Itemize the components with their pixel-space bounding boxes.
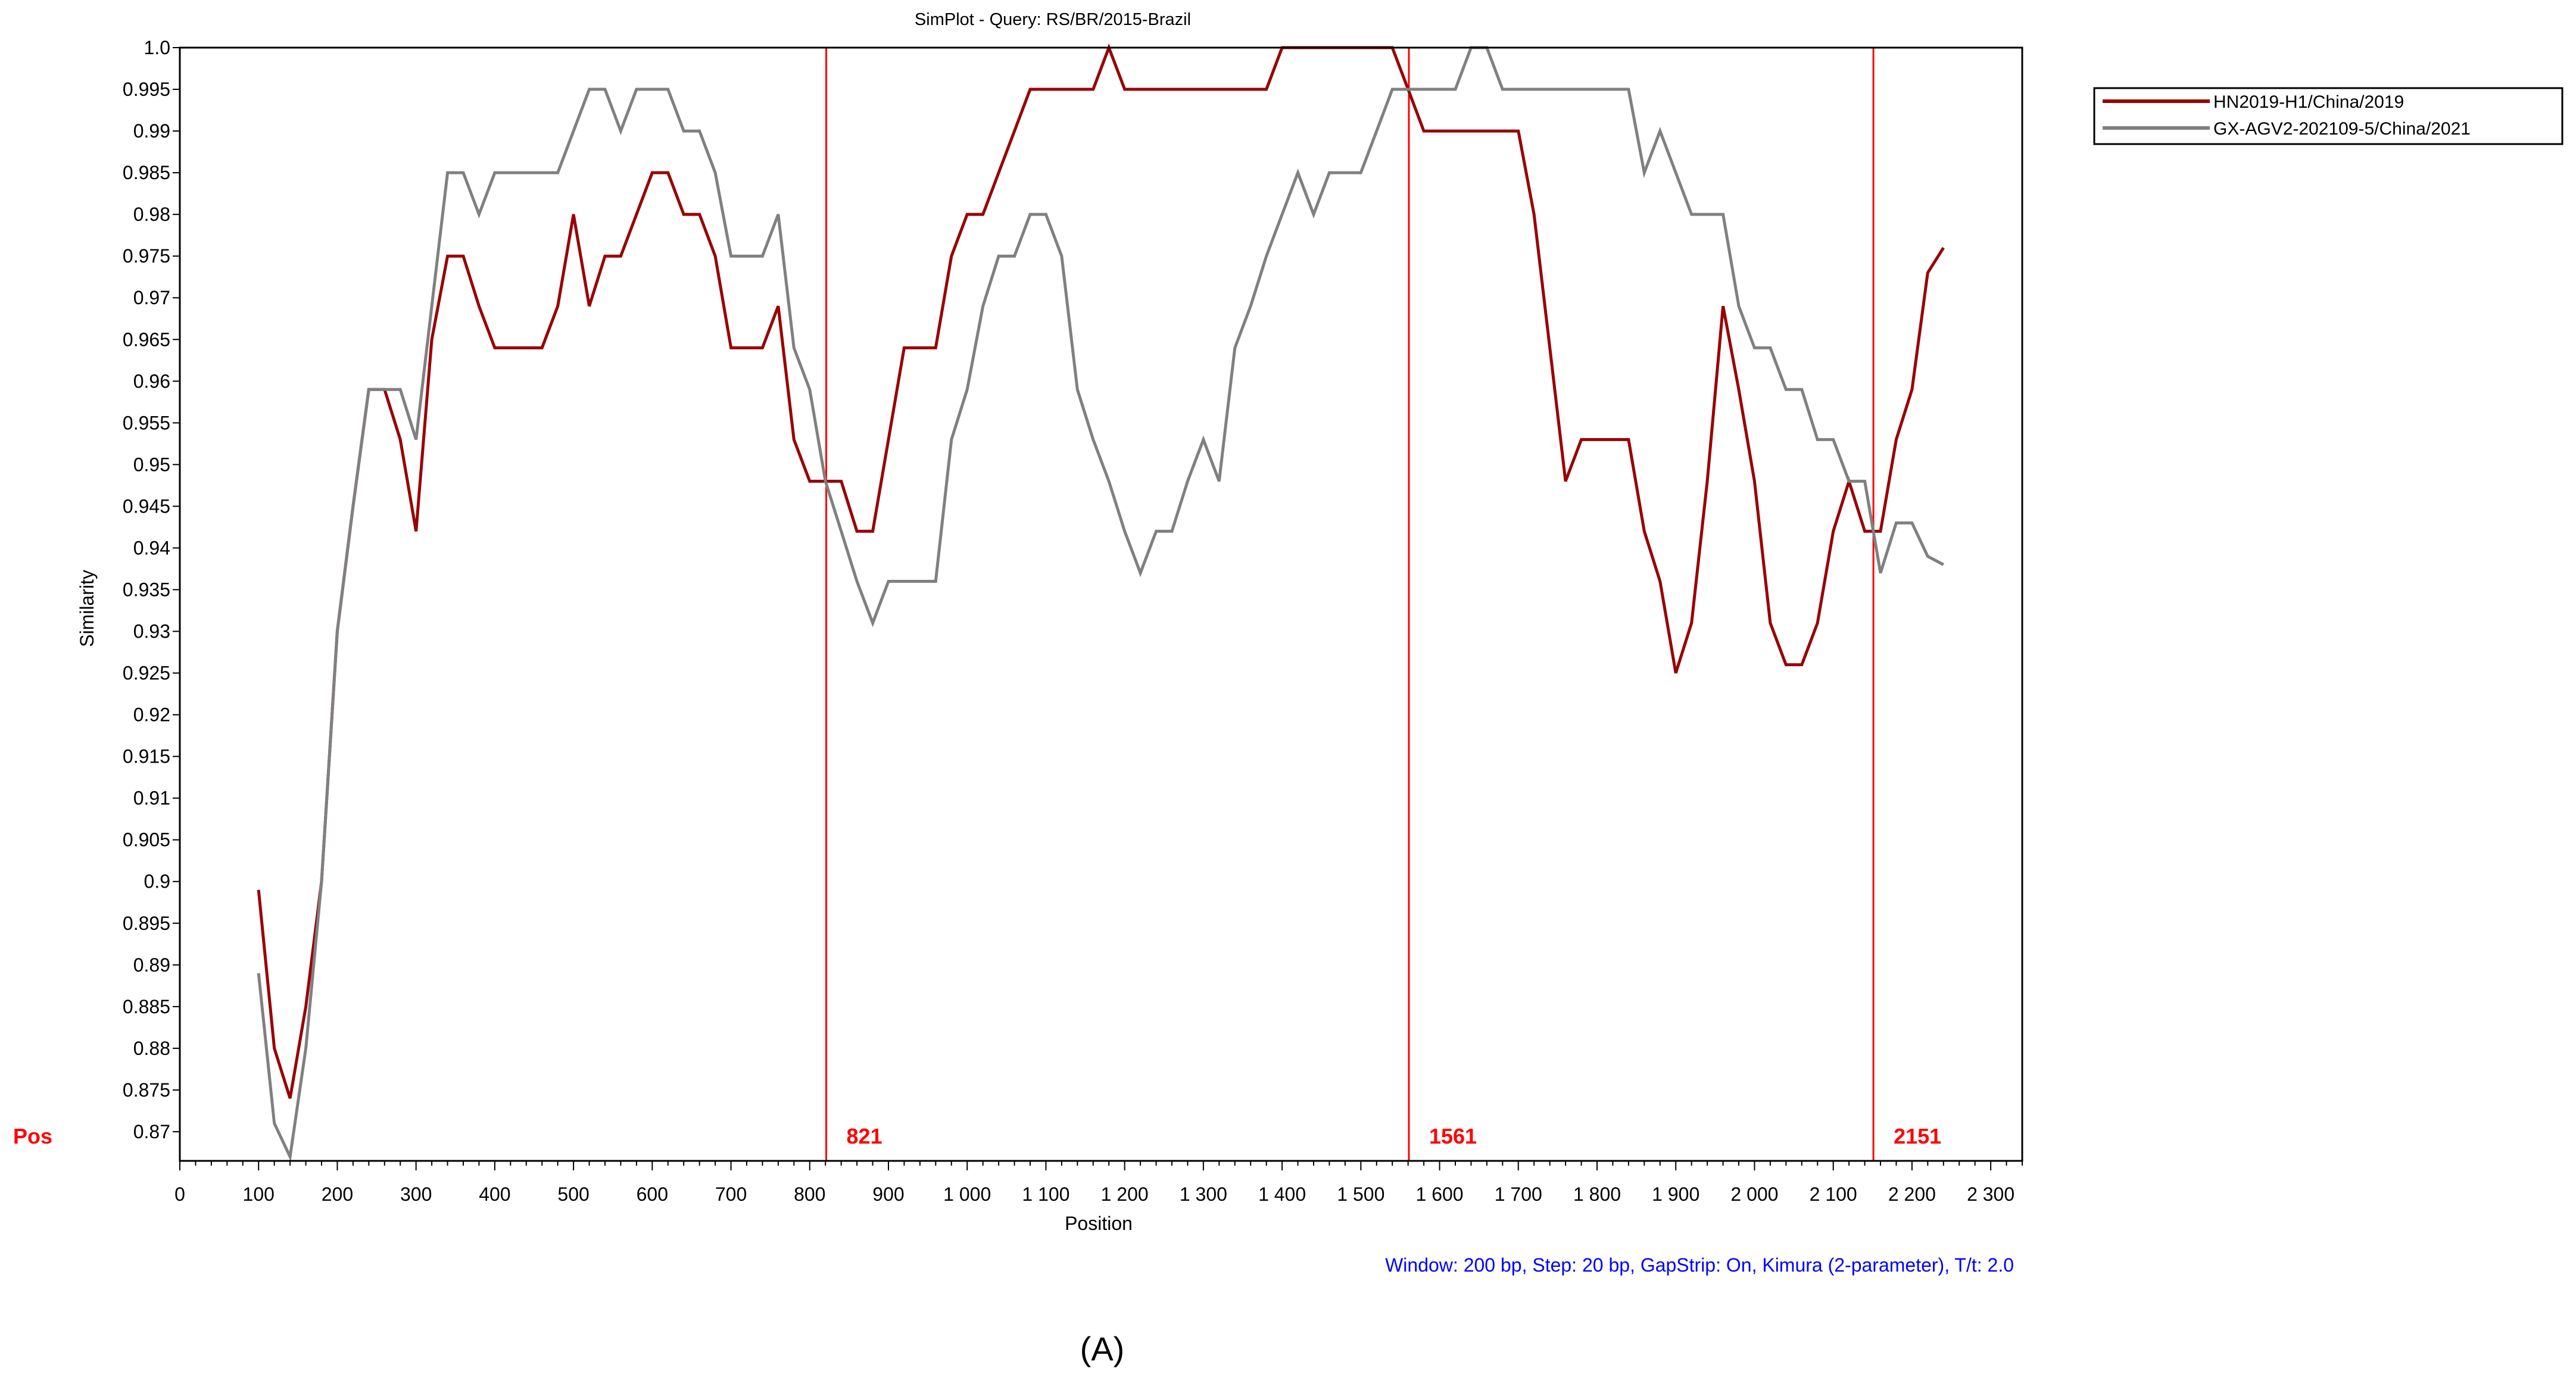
- x-tick-label: 2 100: [1810, 1183, 1857, 1205]
- y-tick-label: 0.975: [123, 245, 170, 267]
- x-tick-label: 2 300: [1967, 1183, 2014, 1205]
- y-tick-label: 0.98: [133, 204, 170, 225]
- x-tick-label: 1 800: [1573, 1183, 1621, 1205]
- series-line-1: [257, 43, 1945, 1099]
- y-tick-label: 0.915: [123, 746, 170, 767]
- breakpoint-value-label: 2151: [1894, 1124, 1941, 1148]
- x-tick-label: 700: [715, 1183, 747, 1205]
- y-tick-label: 0.87: [133, 1121, 170, 1142]
- y-tick-label: 0.925: [123, 663, 170, 684]
- legend-box: [2093, 87, 2563, 145]
- x-tick-label: 1 400: [1258, 1183, 1306, 1205]
- y-tick-label: 0.99: [133, 120, 170, 142]
- y-tick-label: 0.885: [123, 996, 170, 1017]
- x-tick-label: 100: [243, 1183, 275, 1205]
- y-tick-label: 0.94: [133, 537, 170, 558]
- x-tick-label: 600: [637, 1183, 668, 1205]
- breakpoint-value-label: 1561: [1429, 1124, 1477, 1148]
- x-tick-label: 800: [794, 1183, 825, 1205]
- x-tick-label: 1 500: [1337, 1183, 1384, 1205]
- plot-frame: [179, 46, 2023, 1162]
- y-tick-label: 0.945: [123, 495, 170, 517]
- y-tick-label: 0.95: [133, 454, 170, 475]
- x-tick-label: 200: [322, 1183, 353, 1205]
- y-tick-label: 0.88: [133, 1038, 170, 1059]
- x-tick-label: 1 100: [1022, 1183, 1069, 1205]
- y-tick-label: 0.91: [133, 788, 170, 809]
- x-tick-label: 2 000: [1730, 1183, 1778, 1205]
- y-tick-label: 0.895: [123, 913, 170, 934]
- x-tick-label: 0: [174, 1183, 185, 1205]
- y-tick-label: 0.935: [123, 579, 170, 600]
- y-axis-label: Similarity: [76, 570, 98, 647]
- y-tick-label: 0.97: [133, 287, 170, 308]
- window-parameters-note: Window: 200 bp, Step: 20 bp, GapStrip: O…: [1385, 1254, 2014, 1276]
- chart-title: SimPlot - Query: RS/BR/2015-Brazil: [915, 10, 1191, 29]
- x-tick-label: 1 700: [1495, 1183, 1542, 1205]
- series-line-2: [257, 46, 1944, 1162]
- breakpoint-value-label: 821: [847, 1124, 882, 1148]
- y-tick-label: 0.955: [123, 412, 170, 433]
- y-tick-label: 0.985: [123, 162, 170, 183]
- x-tick-label: 400: [479, 1183, 510, 1205]
- y-tick-label: 0.965: [123, 329, 170, 350]
- y-tick-label: 0.89: [133, 954, 170, 976]
- x-tick-label: 2 200: [1888, 1183, 1936, 1205]
- x-tick-label: 300: [400, 1183, 432, 1205]
- y-tick-label: 0.875: [123, 1079, 170, 1101]
- x-tick-label: 1 300: [1180, 1183, 1227, 1205]
- breakpoint-pos-label: Pos: [13, 1124, 52, 1148]
- x-axis-label: Position: [1065, 1213, 1133, 1234]
- y-tick-label: 0.96: [133, 370, 170, 392]
- x-tick-label: 1 000: [943, 1183, 991, 1205]
- y-tick-label: 0.905: [123, 829, 170, 851]
- y-tick-label: 0.93: [133, 621, 170, 642]
- legend-entry-1: HN2019-H1/China/2019: [2213, 92, 2404, 112]
- x-tick-label: 1 200: [1101, 1183, 1149, 1205]
- x-tick-label: 1 900: [1652, 1183, 1699, 1205]
- figure-label: (A): [1080, 1330, 1125, 1367]
- y-tick-label: 0.92: [133, 704, 170, 726]
- x-tick-label: 900: [872, 1183, 904, 1205]
- legend-entry-2: GX-AGV2-202109-5/China/2021: [2213, 119, 2471, 139]
- y-tick-label: 1.0: [144, 37, 170, 58]
- y-tick-label: 0.9: [144, 871, 170, 892]
- y-tick-label: 0.995: [123, 79, 170, 100]
- x-tick-label: 500: [557, 1183, 589, 1205]
- x-tick-label: 1 600: [1416, 1183, 1464, 1205]
